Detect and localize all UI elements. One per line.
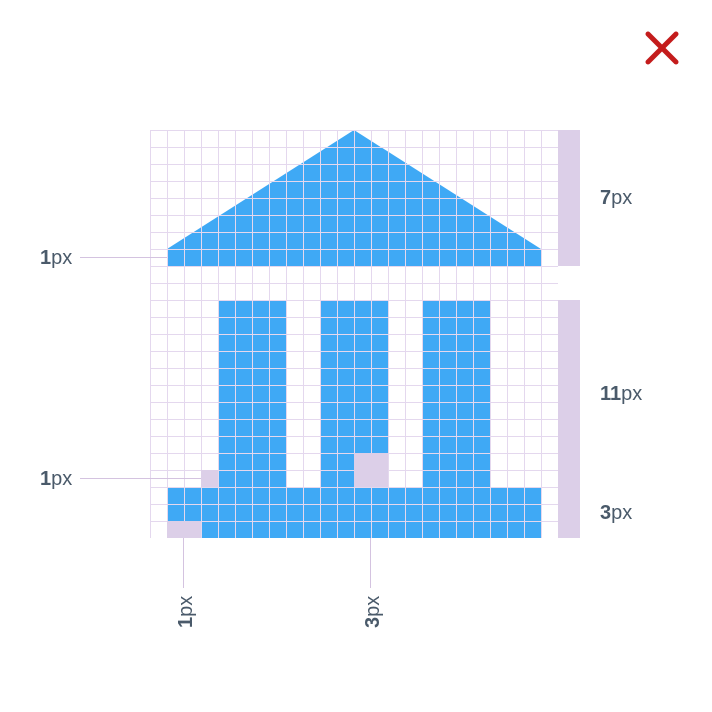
dimension-value: 7 [600, 187, 611, 209]
highlight-cell [354, 453, 388, 487]
dimension-unit: px [611, 502, 632, 524]
dimension-unit: px [51, 247, 72, 269]
leader-line [80, 478, 201, 479]
dimension-label-left: 1px [40, 468, 72, 491]
dimension-value: 3 [362, 617, 384, 628]
dimension-label-left: 1px [40, 247, 72, 270]
dimension-label-right: 3px [600, 502, 632, 525]
leader-line [370, 538, 371, 588]
dimension-unit: px [621, 383, 642, 405]
dimension-label-right: 11px [600, 383, 642, 406]
dimension-label-bottom: 1px [175, 596, 198, 628]
dimension-unit: px [175, 596, 197, 617]
dimension-unit: px [51, 468, 72, 490]
dimension-unit: px [611, 187, 632, 209]
dimension-value: 1 [175, 617, 197, 628]
leader-line [80, 257, 167, 258]
highlight-cell [201, 470, 218, 487]
dimension-value: 1 [40, 468, 51, 490]
dimension-label-bottom: 3px [362, 596, 385, 628]
dimension-unit: px [362, 596, 384, 617]
dimension-value: 1 [40, 247, 51, 269]
dimension-value: 3 [600, 502, 611, 524]
leader-line [183, 538, 184, 588]
dimension-value: 11 [600, 383, 621, 405]
measurement-band [558, 300, 580, 487]
measurement-band [558, 487, 580, 538]
dimension-label-right: 7px [600, 187, 632, 210]
highlight-cell [167, 521, 201, 538]
measurement-band [558, 130, 580, 266]
close-icon [642, 28, 682, 73]
